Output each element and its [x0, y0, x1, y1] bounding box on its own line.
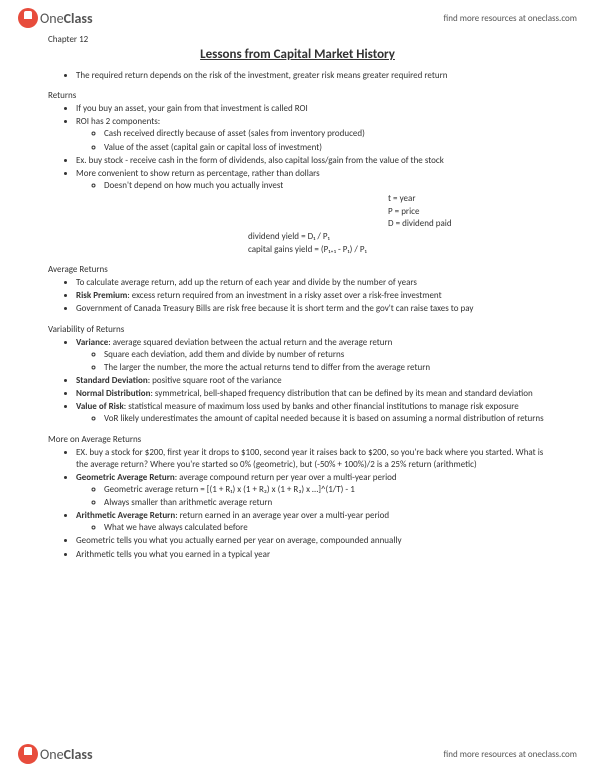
formula-d: D = dividend paid [388, 218, 547, 231]
list-item: EX. buy a stock for $200, first year it … [76, 447, 547, 471]
formula-block: dividend yield = D₁ / P₁ capital gains y… [248, 231, 547, 256]
term-std-dev: Standard Deviation [76, 375, 148, 386]
formula-cgy: capital gains yield = (P₁₊₁ - P₁) / P₁ [248, 244, 547, 257]
list-item: To calculate average return, add up the … [76, 277, 547, 289]
list-item: Cash received directly because of asset … [104, 128, 547, 140]
header-link[interactable]: find more resources at oneclass.com [444, 13, 577, 24]
list-text: ROI has 2 components: [76, 116, 160, 127]
list-text: : statistical measure of maximum loss us… [124, 401, 519, 412]
term-value-of-risk: Value of Risk [76, 401, 124, 412]
page-footer: OneClass find more resources at oneclass… [0, 744, 595, 764]
list-item: The larger the number, the more the actu… [104, 362, 547, 374]
logo-text: OneClass [40, 10, 93, 27]
list-item: Geometric Average Return: average compou… [76, 472, 547, 509]
list-item: Value of Risk: statistical measure of ma… [76, 401, 547, 425]
brand-logo: OneClass [18, 8, 93, 28]
list-item: Risk Premium: excess return required fro… [76, 290, 547, 302]
formula-t: t = year [388, 193, 547, 206]
formula-legend: t = year P = price D = dividend paid [388, 193, 547, 231]
list-text: More convenient to show return as percen… [76, 168, 320, 179]
list-item: VoR likely underestimates the amount of … [104, 413, 547, 425]
logo-part1: One [40, 10, 64, 27]
list-item: Geometric average return = [(1 + R₁) x (… [104, 484, 547, 496]
list-item: More convenient to show return as percen… [76, 168, 547, 192]
list-item: ROI has 2 components: Cash received dire… [76, 116, 547, 153]
page-header: OneClass find more resources at oneclass… [0, 0, 595, 30]
list-item: Value of the asset (capital gain or capi… [104, 142, 547, 154]
list-text: : average squared deviation between the … [108, 337, 392, 348]
list-text: : excess return required from an investm… [127, 290, 441, 301]
intro-bullet: The required return depends on the risk … [76, 70, 547, 82]
document-content: Chapter 12 Lessons from Capital Market H… [0, 30, 595, 561]
logo-part1: One [40, 746, 64, 763]
avg-returns-list: To calculate average return, add up the … [48, 277, 547, 315]
list-text: : average compound return per year over … [175, 472, 397, 483]
chapter-label: Chapter 12 [48, 34, 547, 45]
term-normal-dist: Normal Distribution [76, 388, 150, 399]
list-item: Doesn't depend on how much you actually … [104, 180, 547, 192]
list-item: If you buy an asset, your gain from that… [76, 103, 547, 115]
section-avg-returns: Average Returns [48, 264, 547, 275]
list-item: Always smaller than arithmetic average r… [104, 497, 547, 509]
page-title: Lessons from Capital Market History [48, 47, 547, 62]
more-avg-list: EX. buy a stock for $200, first year it … [48, 447, 547, 561]
list-item: Normal Distribution: symmetrical, bell-s… [76, 388, 547, 400]
list-item: Government of Canada Treasury Bills are … [76, 303, 547, 315]
footer-link[interactable]: find more resources at oneclass.com [444, 749, 577, 760]
section-more-avg: More on Average Returns [48, 434, 547, 445]
section-variability: Variability of Returns [48, 324, 547, 335]
list-item: Standard Deviation: positive square root… [76, 375, 547, 387]
list-item: Arithmetic tells you what you earned in … [76, 549, 547, 561]
term-geometric: Geometric Average Return [76, 472, 175, 483]
formula-p: P = price [388, 206, 547, 219]
list-item: Geometric tells you what you actually ea… [76, 535, 547, 547]
list-item: What we have always calculated before [104, 522, 547, 534]
list-item: Variance: average squared deviation betw… [76, 337, 547, 374]
intro-list: The required return depends on the risk … [48, 70, 547, 82]
list-text: : positive square root of the variance [148, 375, 282, 386]
term-variance: Variance [76, 337, 108, 348]
term-arithmetic: Arithmetic Average Return [76, 510, 175, 521]
variability-list: Variance: average squared deviation betw… [48, 337, 547, 426]
returns-list: If you buy an asset, your gain from that… [48, 103, 547, 192]
list-item: Arithmetic Average Return: return earned… [76, 510, 547, 534]
logo-part2: Class [64, 10, 93, 27]
logo-text: OneClass [40, 746, 93, 763]
term-risk-premium: Risk Premium [76, 290, 127, 301]
footer-logo: OneClass [18, 744, 93, 764]
formula-dy: dividend yield = D₁ / P₁ [248, 231, 547, 244]
logo-icon [18, 744, 38, 764]
section-returns: Returns [48, 90, 547, 101]
list-text: : symmetrical, bell-shaped frequency dis… [150, 388, 532, 399]
list-item: Ex. buy stock - receive cash in the form… [76, 155, 547, 167]
list-item: Square each deviation, add them and divi… [104, 349, 547, 361]
logo-icon [18, 8, 38, 28]
logo-part2: Class [64, 746, 93, 763]
list-text: : return earned in an average year over … [175, 510, 389, 521]
